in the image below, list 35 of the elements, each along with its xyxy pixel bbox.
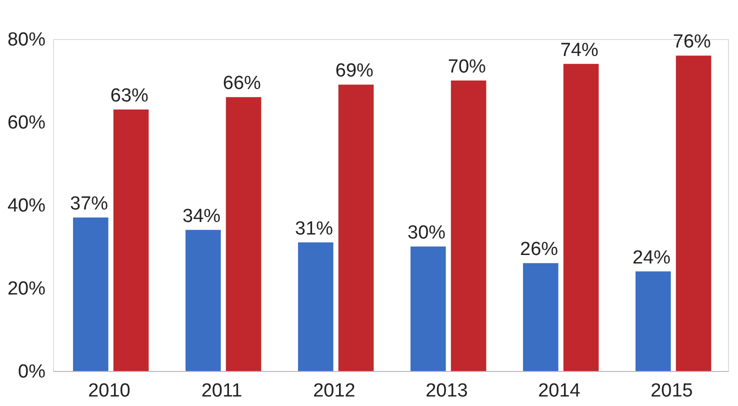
bar (410, 246, 446, 371)
bar (563, 64, 599, 371)
data-label: 34% (182, 206, 221, 227)
data-label: 37% (70, 193, 108, 214)
y-tick-label: 20% (7, 278, 46, 300)
data-label: 76% (672, 32, 712, 53)
y-tick-label: 0% (18, 362, 46, 382)
bar (523, 263, 558, 371)
data-label: 70% (448, 56, 486, 78)
data-label: 26% (520, 239, 558, 260)
x-tick-label: 2015 (650, 380, 693, 402)
y-tick-label: 40% (7, 196, 46, 216)
bar (298, 242, 334, 371)
data-label: 66% (222, 73, 262, 94)
bar (450, 80, 486, 371)
y-tick-label: 80% (7, 30, 46, 50)
data-label: 63% (110, 86, 149, 107)
x-tick-label: 2010 (88, 380, 130, 402)
x-tick-label: 2011 (201, 380, 242, 402)
data-label: 24% (632, 247, 671, 268)
y-tick-label: 60% (7, 112, 46, 134)
data-label: 30% (408, 222, 446, 244)
x-tick-label: 2014 (538, 380, 581, 402)
bar (113, 110, 149, 371)
bar (226, 97, 262, 371)
bar (73, 217, 108, 371)
x-tick-label: 2013 (426, 380, 468, 402)
bar (636, 271, 671, 371)
data-label: 69% (335, 60, 374, 82)
bar (186, 230, 221, 371)
data-label: 31% (295, 218, 334, 240)
bar (676, 56, 712, 371)
x-tick-label: 2012 (313, 380, 356, 402)
bar (338, 84, 374, 371)
data-label: 74% (560, 40, 599, 61)
